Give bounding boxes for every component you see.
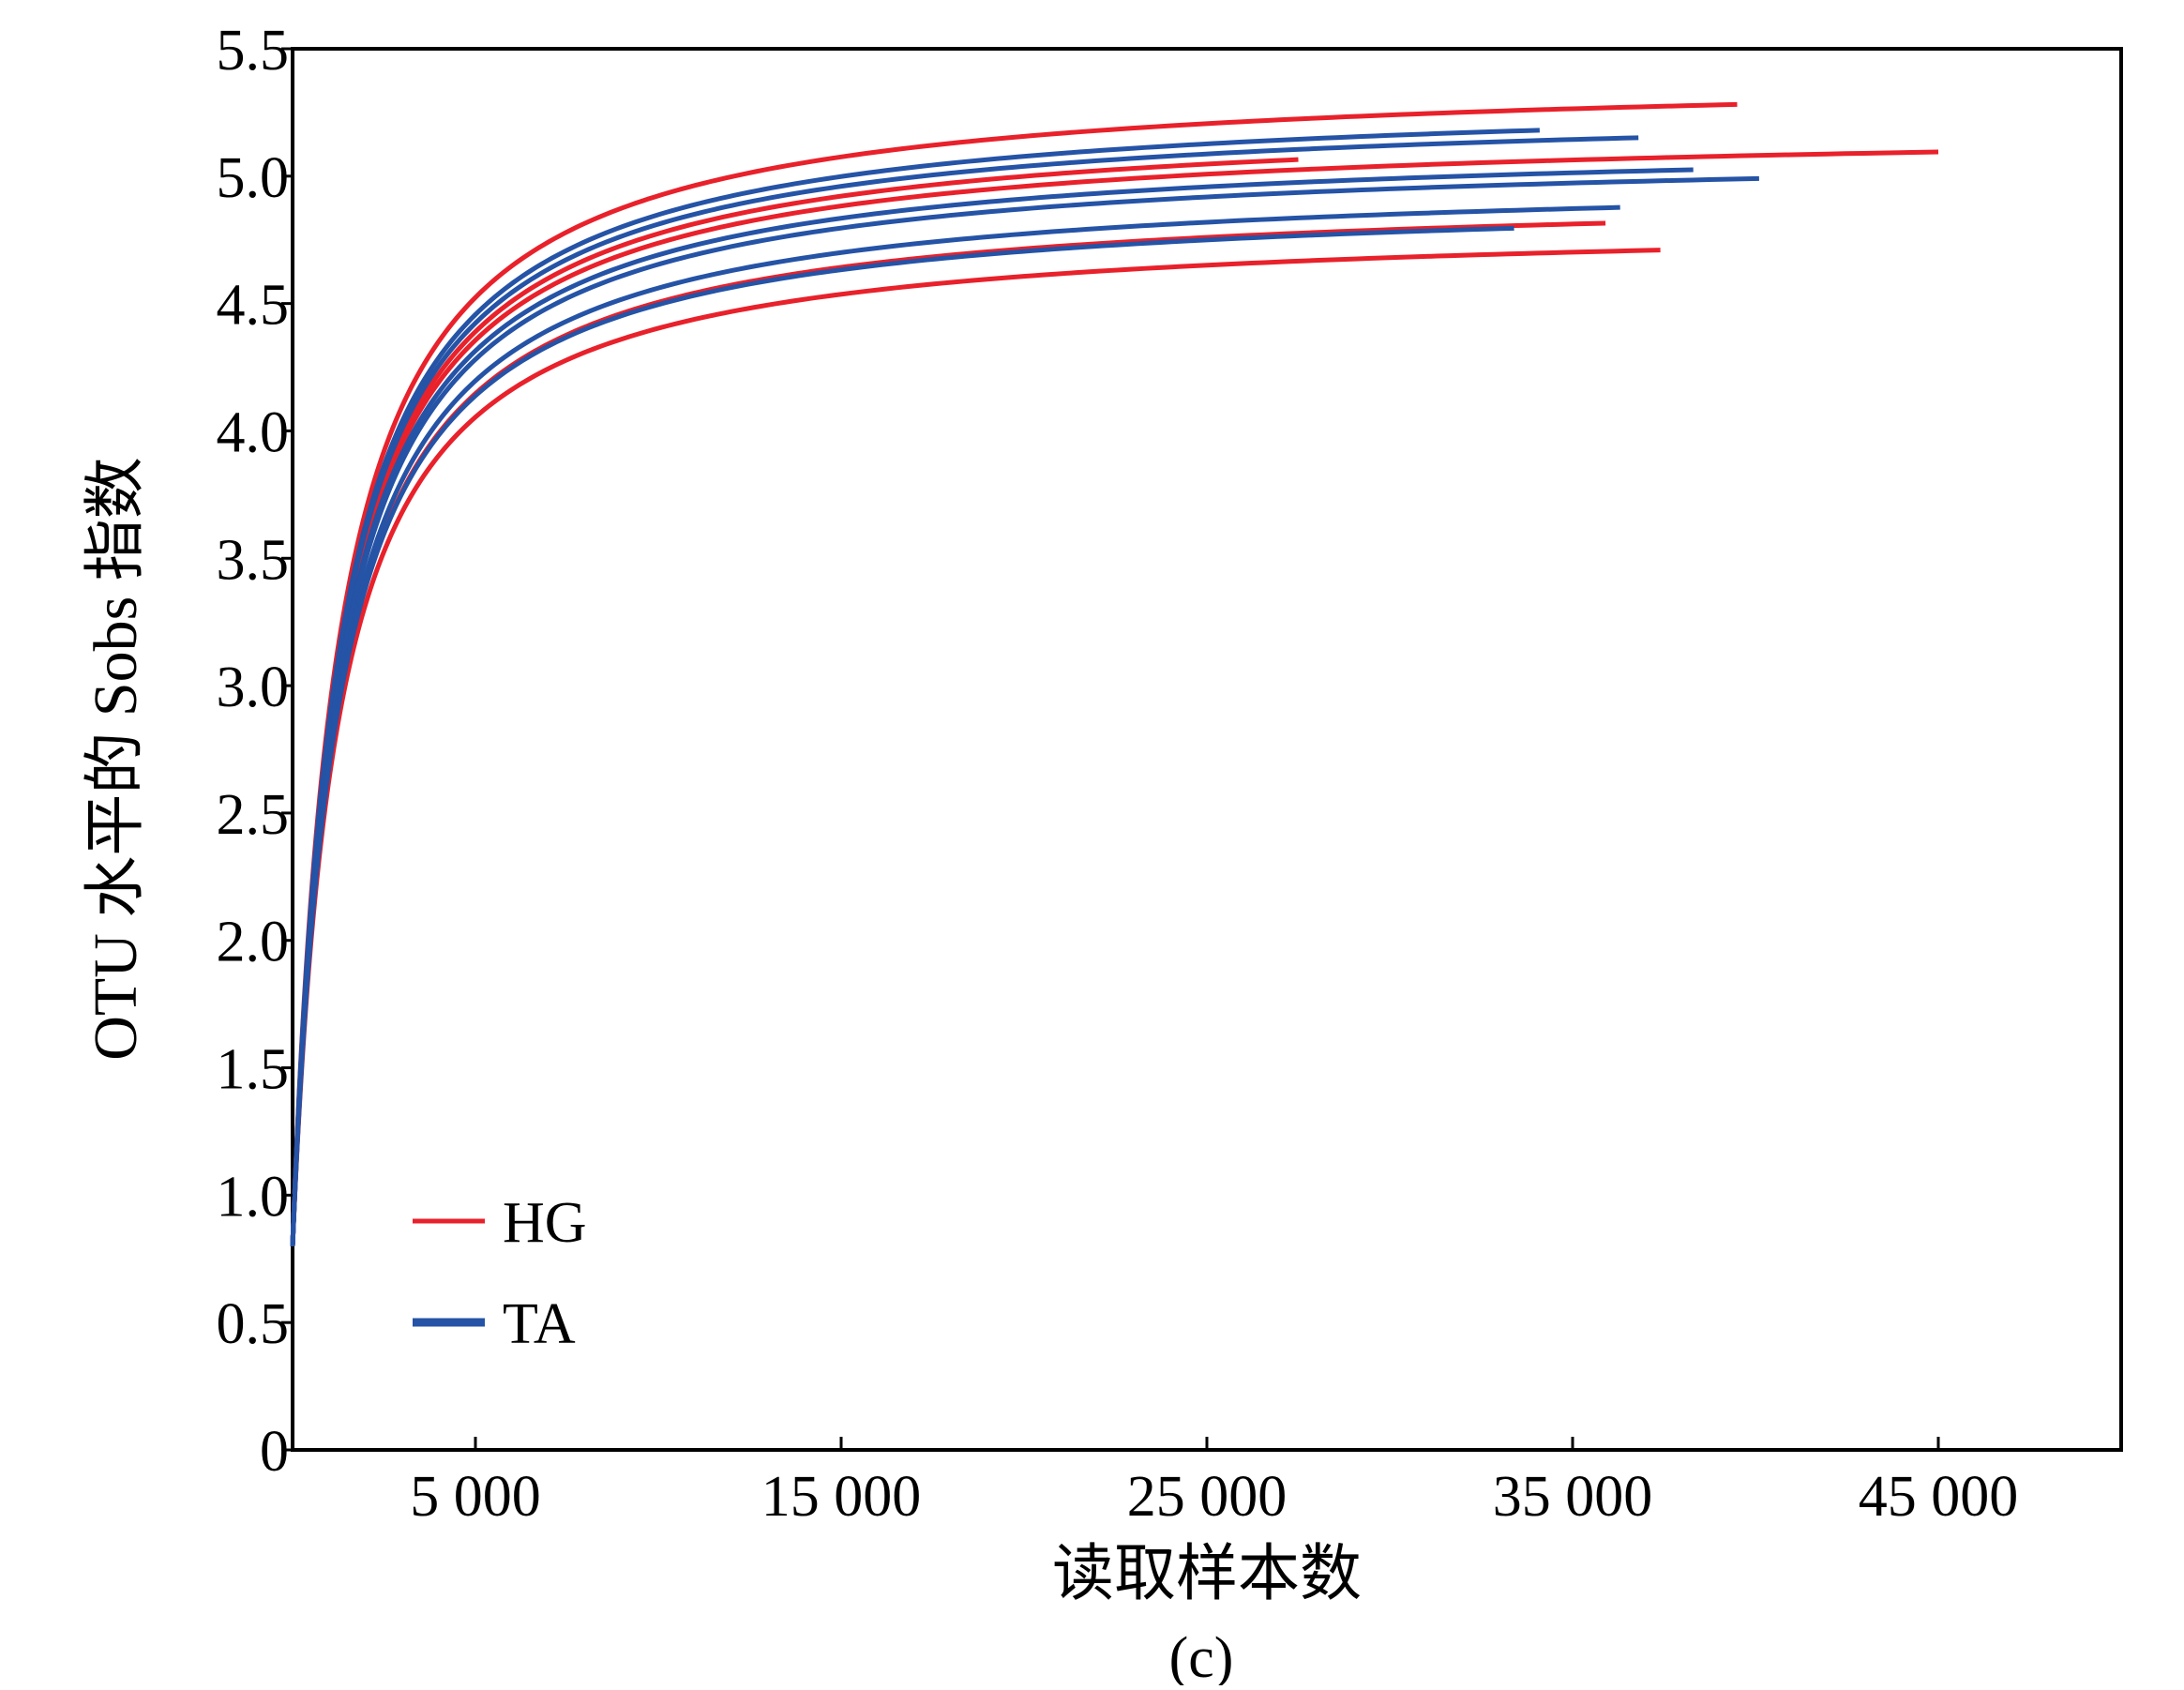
- x-axis-label: 读取样本数: [1052, 1540, 1362, 1608]
- panel-label: (c): [1169, 1626, 1234, 1685]
- y-tick-label: 4.0: [217, 400, 290, 464]
- y-tick-label: 1.0: [217, 1165, 290, 1229]
- x-tick-label: 5 000: [410, 1465, 541, 1529]
- y-tick-label: 1.5: [217, 1038, 290, 1102]
- x-tick-label: 45 000: [1859, 1465, 2019, 1529]
- series-line-hg: [290, 248, 1661, 1249]
- y-tick-label: 3.5: [217, 528, 290, 592]
- y-tick-label: 0.5: [217, 1292, 290, 1356]
- series-line-ta: [290, 204, 1620, 1249]
- y-tick-label: 5.0: [217, 146, 290, 210]
- series-line-ta: [290, 175, 1759, 1249]
- series-line-hg: [290, 149, 1939, 1249]
- series-layer: [290, 101, 1939, 1249]
- y-tick-label: 4.5: [217, 274, 290, 338]
- x-tick-label: 25 000: [1127, 1465, 1288, 1529]
- series-line-ta: [290, 225, 1514, 1249]
- y-tick-label: 2.5: [217, 783, 290, 847]
- x-tick-label: 15 000: [761, 1465, 922, 1529]
- y-tick-label: 3.0: [217, 656, 290, 719]
- x-axis-ticks: 5 000 15 000 25 000 35 000 45 000: [410, 1437, 2018, 1529]
- series-line-ta: [290, 128, 1540, 1249]
- legend-label-ta: TA: [503, 1292, 576, 1356]
- x-tick-label: 35 000: [1493, 1465, 1653, 1529]
- y-axis-label: OTU 水平的 Sobs 指数: [82, 457, 150, 1061]
- y-tick-label: 2.0: [217, 911, 290, 974]
- series-line-ta: [290, 167, 1694, 1249]
- series-line-ta: [290, 135, 1639, 1249]
- series-line-hg: [290, 220, 1606, 1249]
- y-tick-label: 0: [260, 1420, 289, 1484]
- series-line-hg: [290, 157, 1299, 1249]
- legend-label-hg: HG: [503, 1191, 587, 1255]
- y-tick-label: 5.5: [217, 19, 290, 83]
- y-axis-ticks: 0 0.5 1.0 1.5 2.0 2.5 3.0 3.5 4.0 4.5 5.0 5.5: [217, 19, 293, 1484]
- legend: HG TA: [413, 1191, 587, 1356]
